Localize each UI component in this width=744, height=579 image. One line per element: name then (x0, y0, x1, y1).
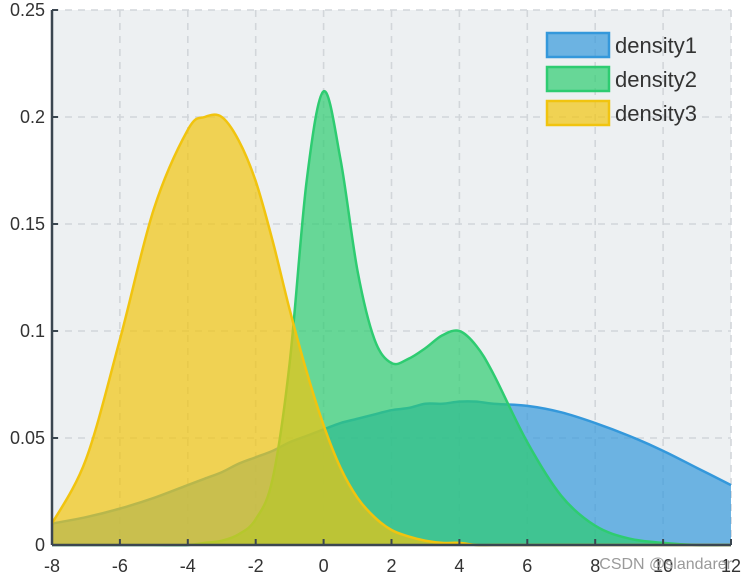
density1-legend-swatch (545, 31, 611, 59)
density-areas (50, 90, 732, 547)
x-tick-label: -2 (248, 556, 264, 576)
x-tick-label: 2 (386, 556, 396, 576)
x-tick-label: 0 (319, 556, 329, 576)
y-tick-label: 0.1 (20, 321, 45, 341)
y-tick-label: 0 (35, 535, 45, 555)
density3-legend-swatch (545, 99, 611, 127)
x-tick-label: 8 (590, 556, 600, 576)
y-tick-label: 0.2 (20, 107, 45, 127)
y-axis-ticks: 0 0.05 0.1 0.15 0.2 0.25 (10, 0, 58, 555)
x-tick-label: 6 (522, 556, 532, 576)
density3-area (52, 114, 731, 546)
y-tick-label: 0.15 (10, 214, 45, 234)
density3-legend-label: density3 (615, 101, 697, 126)
x-tick-label: -8 (44, 556, 60, 576)
x-tick-label: 4 (454, 556, 464, 576)
density1-legend-label: density1 (615, 33, 697, 58)
x-tick-label: 10 (653, 556, 673, 576)
y-tick-label: 0.05 (10, 428, 45, 448)
x-tick-label: 12 (721, 556, 741, 576)
x-tick-label: -4 (180, 556, 196, 576)
density2-legend-swatch (545, 65, 611, 93)
watermark: CSDN @slandarer (599, 556, 732, 573)
legend: density1 density2 density3 (545, 31, 697, 127)
y-tick-label: 0.25 (10, 0, 45, 20)
density2-area (52, 91, 731, 546)
density2-legend-label: density2 (615, 67, 697, 92)
x-axis-ticks: -8 -6 -4 -2 0 2 4 6 8 10 12 (44, 539, 741, 576)
x-tick-label: -6 (112, 556, 128, 576)
